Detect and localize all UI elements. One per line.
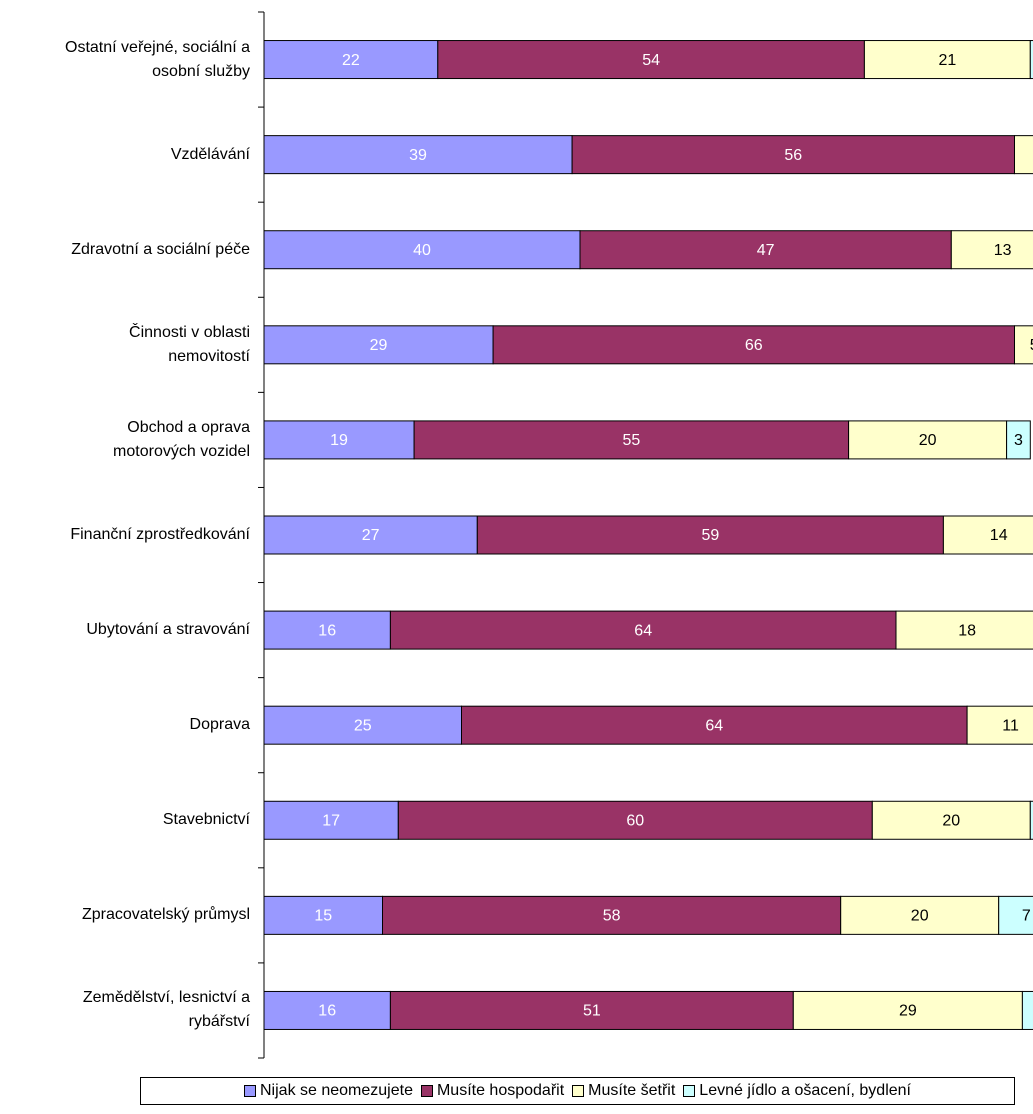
bar-segment: [1029, 40, 1033, 80]
value-label: 20: [911, 908, 929, 925]
value-label: 20: [942, 812, 960, 829]
value-label: 3: [1014, 432, 1023, 449]
bar-segment: [1014, 325, 1033, 365]
value-label: 39: [409, 147, 427, 164]
bar-segment: [1029, 800, 1033, 840]
bar-segment: [950, 230, 1033, 270]
value-label: 47: [757, 242, 775, 259]
legend: Nijak se neomezujete Musíte hospodařit Mus…: [140, 1077, 1015, 1105]
value-label: 19: [330, 432, 348, 449]
value-label: 29: [370, 337, 388, 354]
value-label: 58: [603, 908, 621, 925]
bar-segment: [571, 135, 1015, 175]
value-label: 29: [899, 1003, 917, 1020]
legend-swatch: [683, 1085, 696, 1097]
bar-segment: [942, 515, 1033, 555]
bar-segment: [895, 610, 1033, 650]
category-label: Zemědělství, lesnictví a rybářství: [82, 989, 250, 1031]
value-label: 22: [342, 52, 360, 69]
category-label: Stavebnictví: [162, 811, 250, 829]
value-label: 7: [1022, 908, 1031, 925]
value-label: 13: [994, 242, 1012, 259]
bar-segment: [848, 420, 1008, 460]
legend-swatch: [420, 1085, 433, 1097]
category-label: Ubytování a stravování: [86, 621, 250, 639]
category-label: Obchod a oprava motorových vozidel: [113, 418, 250, 460]
value-label: 20: [919, 432, 937, 449]
legend-entry: Musíte šetřit: [572, 1082, 675, 1100]
legend-entry: Nijak se neomezujete: [244, 1082, 413, 1100]
legend-label: Levné jídlo a ošacení, bydlení: [699, 1082, 911, 1099]
value-label: 16: [318, 1003, 336, 1020]
bar-segment: [263, 610, 391, 650]
bar-segment: [263, 40, 439, 80]
value-label: 40: [413, 242, 431, 259]
value-label: 16: [318, 622, 336, 639]
bar-segment: [389, 990, 794, 1030]
bar-segment: [998, 895, 1033, 935]
value-label: 18: [958, 622, 976, 639]
category-label: Ostatní veřejné, sociální a osobní služb…: [65, 38, 250, 80]
value-label: 51: [583, 1003, 601, 1020]
legend-swatch: [244, 1085, 256, 1097]
value-label: 5: [1030, 337, 1033, 354]
bar-segment: [863, 40, 1031, 80]
value-label: 64: [634, 622, 652, 639]
bar-segment: [397, 800, 873, 840]
value-label: 17: [322, 812, 340, 829]
category-label: Zpracovatelský průmysl: [81, 906, 250, 924]
legend-entry: Levné jídlo a ošacení, bydlení: [683, 1082, 911, 1100]
bar-segment: [263, 895, 383, 935]
bar-segment: [413, 420, 850, 460]
value-label: 25: [354, 717, 372, 734]
category-label: Vzdělávání: [170, 145, 250, 163]
bar-segment: [871, 800, 1031, 840]
category-label: Doprava: [189, 716, 250, 734]
bar-segment: [1021, 990, 1033, 1030]
bar-segment: [476, 515, 944, 555]
legend-entry: Musíte hospodařit: [420, 1082, 565, 1100]
bar-segment: [263, 420, 415, 460]
value-label: 60: [626, 812, 644, 829]
legend-label: Musíte šetřit: [588, 1082, 676, 1099]
legend-swatch: [572, 1085, 585, 1097]
legend-label: Nijak se neomezujete: [260, 1082, 413, 1099]
value-label: 27: [362, 527, 380, 544]
category-label: Zdravotní a sociální péče: [71, 240, 250, 258]
value-label: 64: [705, 717, 723, 734]
legend-label: Musíte hospodařit: [436, 1082, 565, 1099]
value-label: 56: [784, 147, 802, 164]
value-label: 66: [745, 337, 763, 354]
bar-segment: [1006, 420, 1031, 460]
bar-segment: [263, 135, 573, 175]
value-label: 14: [990, 527, 1008, 544]
value-label: 54: [642, 52, 660, 69]
bar-segment: [263, 990, 391, 1030]
category-label: Finanční zprostředkování: [70, 526, 250, 543]
value-label: 21: [938, 52, 956, 69]
bar-segment: [1014, 135, 1033, 175]
bar-segment: [461, 705, 968, 745]
value-label: 15: [314, 908, 332, 925]
bar-segment: [792, 990, 1023, 1030]
bar-segment: [437, 40, 865, 80]
category-label: Činnosti v oblasti nemovitostí: [129, 323, 250, 365]
bar-segment: [579, 230, 952, 270]
value-label: 11: [1002, 717, 1019, 734]
bar-segment: [966, 705, 1033, 745]
bar-segment: [263, 705, 462, 745]
value-label: 59: [701, 527, 719, 544]
bar-segment: [492, 325, 1016, 365]
value-label: 55: [622, 432, 640, 449]
